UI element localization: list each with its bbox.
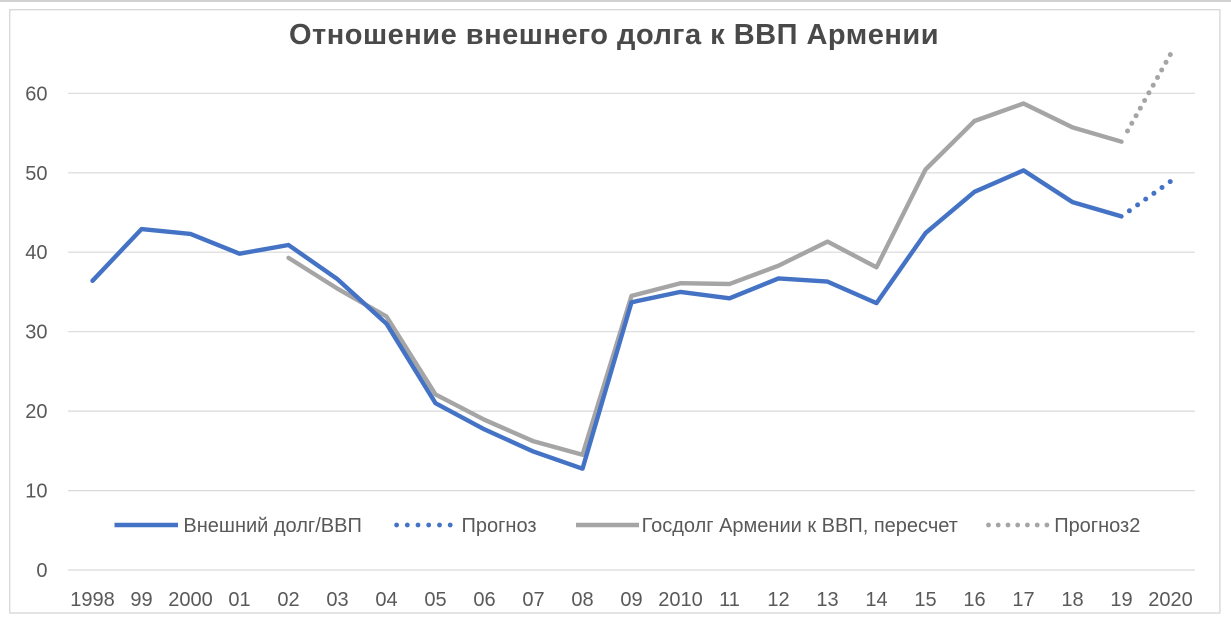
svg-text:02: 02 xyxy=(277,589,299,611)
svg-text:05: 05 xyxy=(424,589,446,611)
svg-text:09: 09 xyxy=(620,589,642,611)
svg-text:Отношение внешнего долга к ВВП: Отношение внешнего долга к ВВП Армении xyxy=(289,19,939,51)
svg-text:1998: 1998 xyxy=(70,589,115,611)
svg-text:60: 60 xyxy=(25,83,47,105)
svg-text:17: 17 xyxy=(1012,589,1034,611)
svg-text:10: 10 xyxy=(25,481,47,503)
svg-text:04: 04 xyxy=(375,589,397,611)
svg-text:15: 15 xyxy=(914,589,936,611)
svg-text:18: 18 xyxy=(1061,589,1083,611)
svg-text:50: 50 xyxy=(25,163,47,185)
svg-text:08: 08 xyxy=(571,589,593,611)
svg-text:2020: 2020 xyxy=(1148,589,1193,611)
svg-text:99: 99 xyxy=(130,589,152,611)
svg-text:01: 01 xyxy=(228,589,250,611)
svg-text:07: 07 xyxy=(522,589,544,611)
svg-text:2000: 2000 xyxy=(168,589,213,611)
svg-text:Внешний долг/ВВП: Внешний долг/ВВП xyxy=(183,515,361,537)
svg-text:06: 06 xyxy=(473,589,495,611)
svg-text:03: 03 xyxy=(326,589,348,611)
svg-text:16: 16 xyxy=(963,589,985,611)
svg-text:Прогноз2: Прогноз2 xyxy=(1054,515,1140,537)
svg-text:0: 0 xyxy=(36,560,47,582)
svg-text:12: 12 xyxy=(767,589,789,611)
svg-text:11: 11 xyxy=(719,589,740,611)
svg-text:2010: 2010 xyxy=(658,589,703,611)
svg-text:40: 40 xyxy=(25,242,47,264)
svg-text:13: 13 xyxy=(816,589,838,611)
svg-text:Прогноз: Прогноз xyxy=(462,515,537,537)
svg-text:20: 20 xyxy=(25,401,47,423)
svg-text:14: 14 xyxy=(865,589,887,611)
svg-text:19: 19 xyxy=(1110,589,1132,611)
svg-text:30: 30 xyxy=(25,322,47,344)
svg-text:Госдолг Армении к ВВП, пересче: Госдолг Армении к ВВП, пересчет xyxy=(642,515,958,537)
